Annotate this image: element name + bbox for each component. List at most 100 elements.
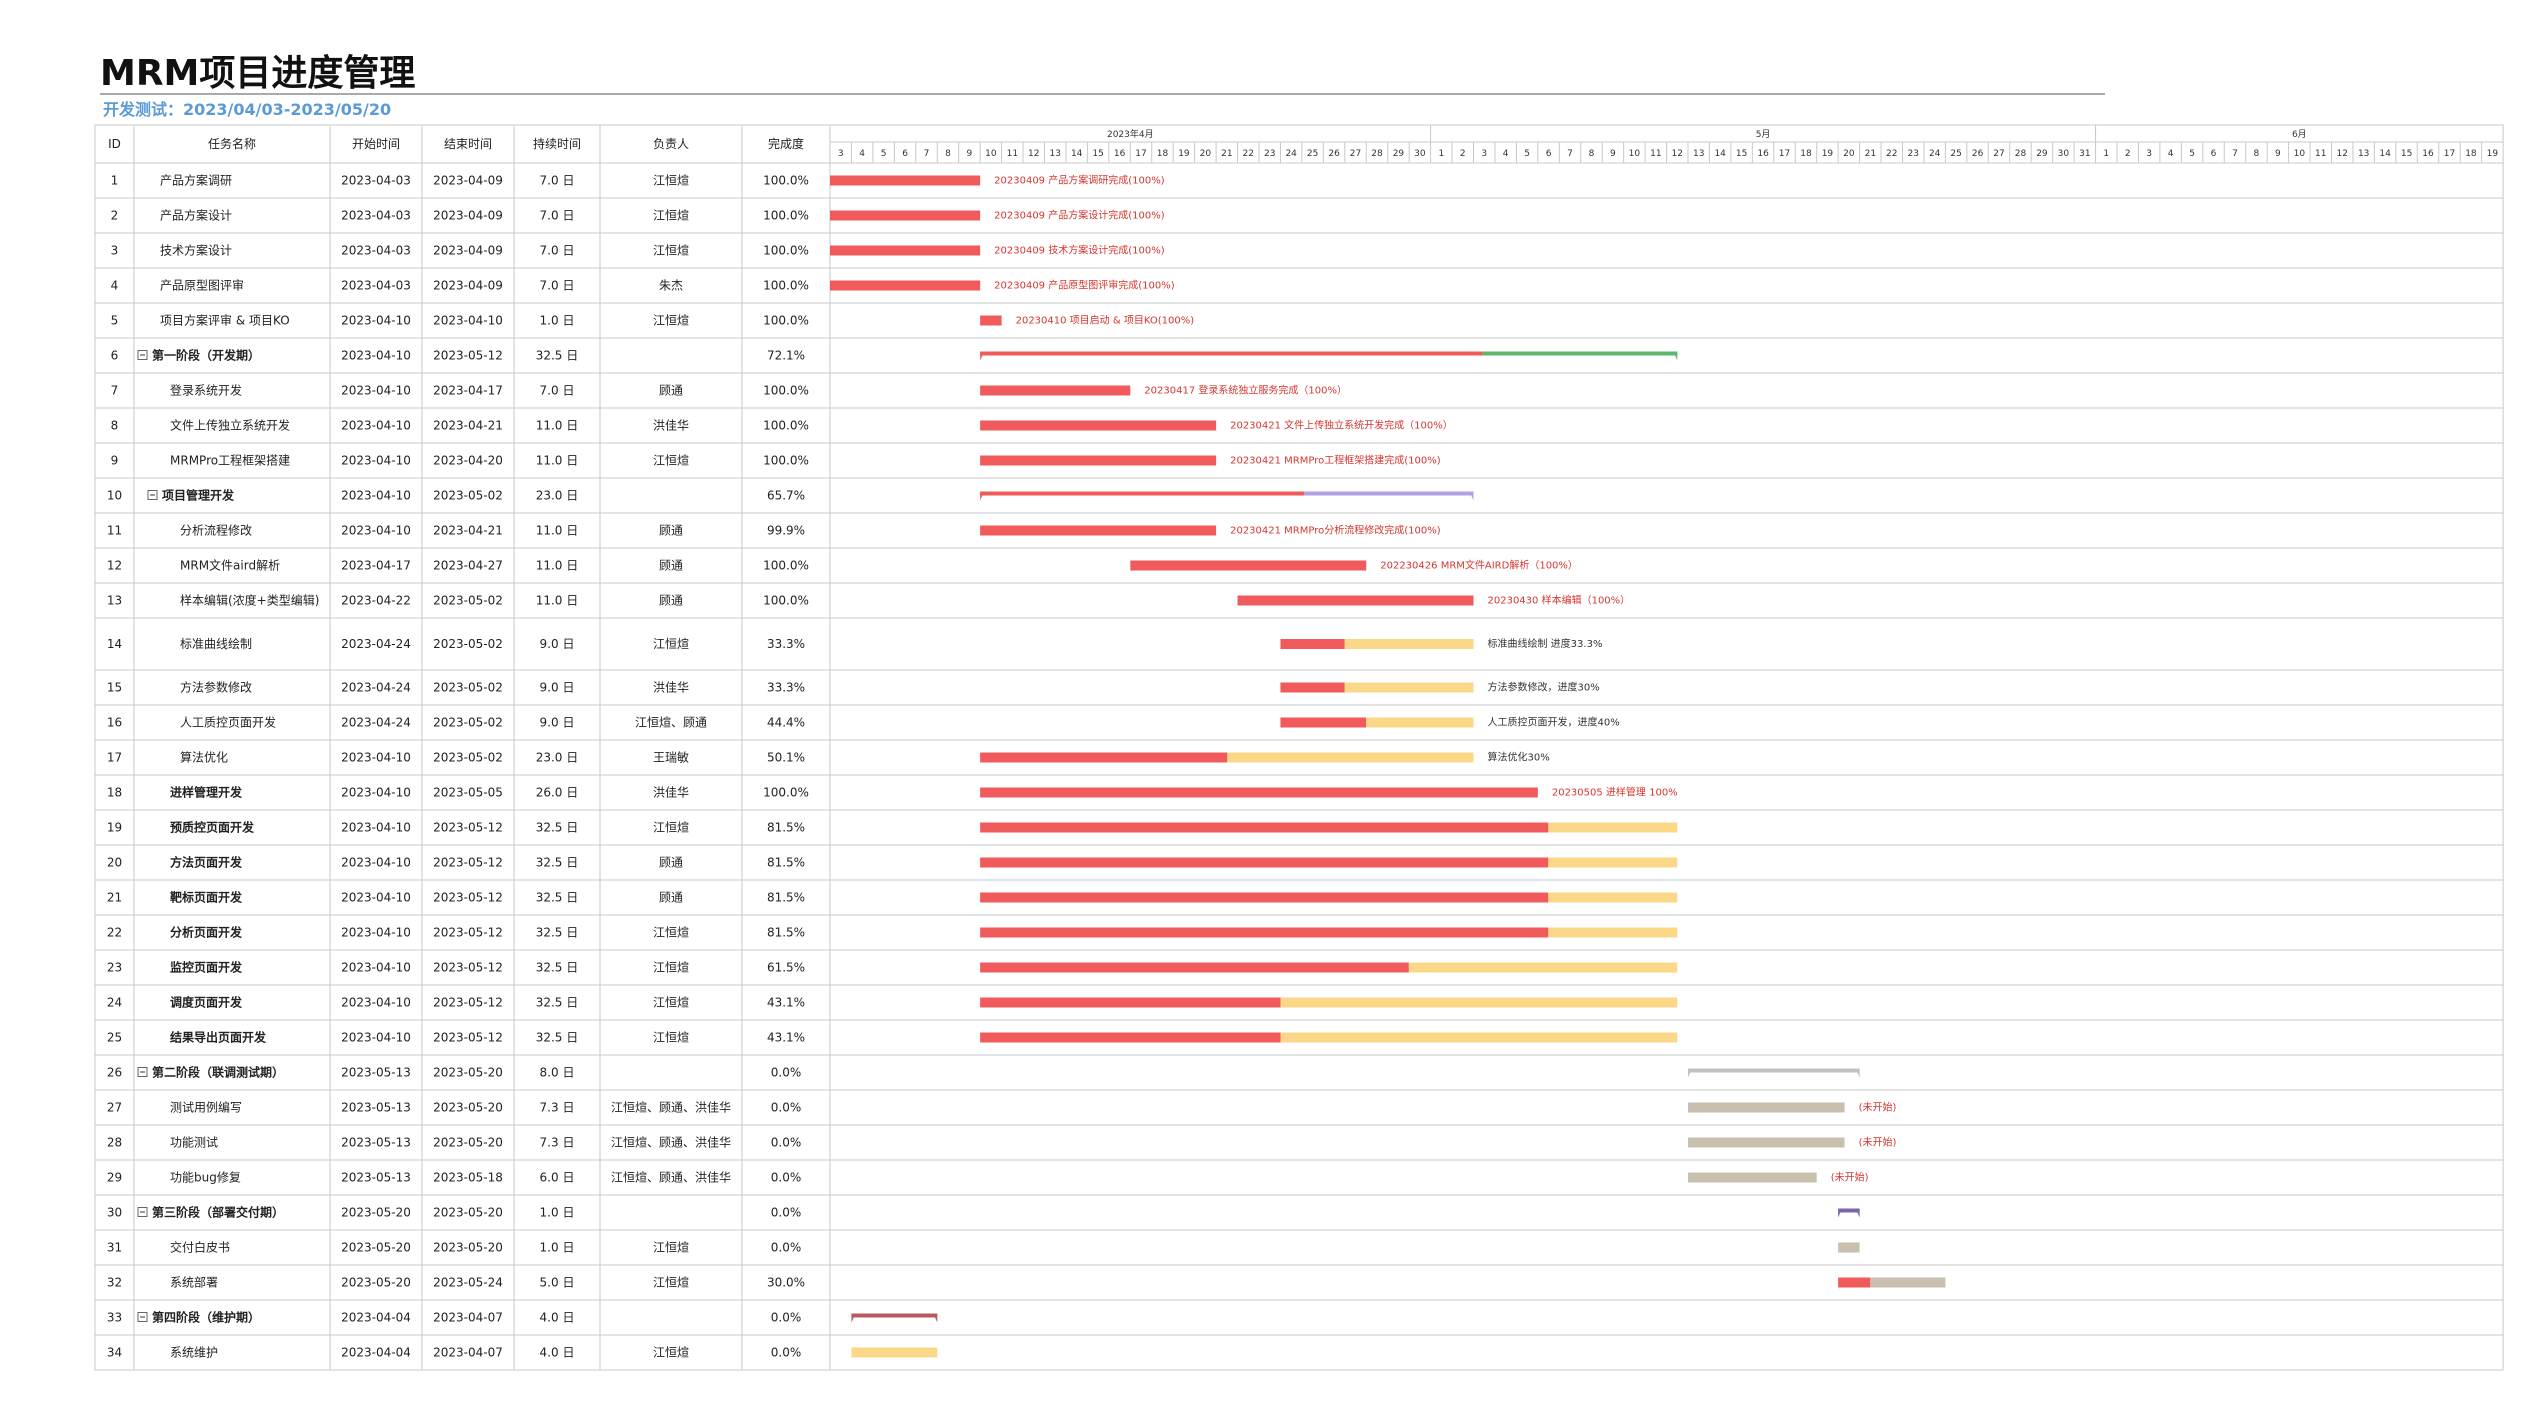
table-row[interactable]: 5 项目方案评审 & 项目KO 2023-04-10 2023-04-10 1.0 日 江…: [111, 313, 809, 328]
cell-id: 26: [107, 1066, 122, 1080]
collapse-toggle-icon[interactable]: [137, 1067, 148, 1077]
table-row[interactable]: 12 MRM文件aird解析 2023-04-17 2023-04-27 11.0 日 顾…: [107, 558, 809, 573]
table-row[interactable]: 27 测试用例编写 2023-05-13 2023-05-20 7.3 日 江恒煊、顾通、…: [107, 1100, 801, 1115]
gantt-bar[interactable]: [1838, 1208, 1860, 1218]
table-row[interactable]: 2 产品方案设计 2023-04-03 2023-04-09 7.0 日 江恒煊 100.0…: [111, 208, 809, 223]
gantt-bar[interactable]: [1838, 1242, 1860, 1253]
gantt-bar[interactable]: (未开始): [1688, 1136, 1896, 1149]
table-row[interactable]: 6 第一阶段（开发期） 2023-04-10 2023-05-12 32.5 日 72.1…: [111, 348, 805, 363]
gantt-bar[interactable]: [980, 857, 1678, 868]
page-subtitle: 开发测试：2023/04/03-2023/05/20: [103, 100, 392, 119]
table-row[interactable]: 4 产品原型图评审 2023-04-03 2023-04-09 7.0 日 朱杰 100.0…: [111, 278, 809, 293]
gantt-bar[interactable]: 20230505 进样管理 100%: [980, 786, 1678, 799]
day-label: 9: [1610, 149, 1616, 159]
table-row[interactable]: 30 第三阶段（部署交付期） 2023-05-20 2023-05-20 1.0 日 0.…: [107, 1205, 801, 1220]
gantt-bar[interactable]: [980, 892, 1678, 903]
gantt-bar[interactable]: [980, 1032, 1678, 1043]
gantt-bar[interactable]: [851, 1347, 938, 1358]
cell-start: 2023-04-10: [341, 1031, 411, 1045]
gantt-bar[interactable]: 20230417 登录系统独立服务完成（100%）: [980, 384, 1347, 397]
summary-end-cap: [933, 1313, 938, 1323]
gantt-bar[interactable]: [851, 1313, 938, 1323]
table-row[interactable]: 16 人工质控页面开发 2023-04-24 2023-05-02 9.0 日 江恒煊、顾…: [107, 715, 805, 730]
gantt-bar[interactable]: 人工质控页面开发，进度40%: [1280, 716, 1620, 729]
cell-duration: 32.5 日: [536, 926, 579, 940]
table-row[interactable]: 31 交付白皮书 2023-05-20 2023-05-20 1.0 日 江恒煊 0.0%: [107, 1240, 801, 1255]
cell-owner: 江恒煊: [653, 925, 689, 940]
day-label: 24: [1285, 149, 1297, 159]
gantt-bar[interactable]: 20230409 产品原型图评审完成(100%): [830, 279, 1175, 292]
gantt-bar[interactable]: 方法参数修改，进度30%: [1280, 681, 1600, 694]
cell-duration: 11.0 日: [536, 559, 579, 573]
table-row[interactable]: 3 技术方案设计 2023-04-03 2023-04-09 7.0 日 江恒煊 100.0…: [111, 243, 809, 258]
table-row[interactable]: 25 结果导出页面开发 2023-04-10 2023-05-12 32.5 日 江恒煊 4…: [107, 1030, 805, 1045]
table-row[interactable]: 33 第四阶段（维护期） 2023-04-04 2023-04-07 4.0 日 0.0%: [107, 1310, 801, 1325]
table-row[interactable]: 21 靶标页面开发 2023-04-10 2023-05-12 32.5 日 顾通 81.5…: [107, 890, 805, 905]
gantt-bar[interactable]: (未开始): [1688, 1101, 1896, 1114]
gantt-bar[interactable]: 标准曲线绘制 进度33.3%: [1280, 637, 1602, 650]
day-label: 18: [2465, 149, 2477, 159]
gantt-bar[interactable]: [980, 491, 1474, 501]
table-row[interactable]: 29 功能bug修复 2023-05-13 2023-05-18 6.0 日 江恒煊、顾通…: [107, 1170, 801, 1185]
cell-start: 2023-04-10: [341, 786, 411, 800]
cell-completion: 100.0%: [763, 279, 809, 293]
gantt-bar[interactable]: 算法优化30%: [980, 751, 1550, 764]
table-row[interactable]: 20 方法页面开发 2023-04-10 2023-05-12 32.5 日 顾通 81.5…: [107, 855, 805, 870]
gantt-bar[interactable]: [980, 822, 1678, 833]
table-row[interactable]: 1 产品方案调研 2023-04-03 2023-04-09 7.0 日 江恒煊 100.0…: [111, 173, 809, 188]
bar-label: (未开始): [1859, 1136, 1897, 1149]
collapse-toggle-icon[interactable]: [137, 350, 148, 360]
gantt-bar[interactable]: 202230426 MRM文件AIRD解析（100%）: [1130, 559, 1578, 572]
gantt-bar[interactable]: 20230421 MRMPro工程框架搭建完成(100%): [980, 454, 1441, 467]
table-row[interactable]: 8 文件上传独立系统开发 2023-04-10 2023-04-21 11.0 日 洪佳华…: [111, 418, 809, 433]
cell-end: 2023-04-10: [433, 314, 503, 328]
gantt-bar[interactable]: 20230409 技术方案设计完成(100%): [830, 244, 1165, 257]
table-row[interactable]: 18 进样管理开发 2023-04-10 2023-05-05 26.0 日 洪佳华 100…: [107, 785, 809, 800]
table-row[interactable]: 11 分析流程修改 2023-04-10 2023-04-21 11.0 日 顾通 99.9…: [107, 523, 805, 538]
gantt-bar[interactable]: [1688, 1068, 1860, 1078]
collapse-toggle-icon[interactable]: [147, 490, 158, 500]
day-label: 11: [1650, 149, 1661, 159]
gantt-bar[interactable]: [1838, 1277, 1946, 1288]
gantt-bar[interactable]: 20230421 文件上传独立系统开发完成（100%）: [980, 419, 1453, 432]
gantt-bar[interactable]: (未开始): [1688, 1171, 1869, 1184]
table-row[interactable]: 34 系统维护 2023-04-04 2023-04-07 4.0 日 江恒煊 0.0%: [107, 1345, 801, 1360]
cell-owner: 江恒煊、顾通、洪佳华: [611, 1135, 731, 1150]
gantt-bar[interactable]: 20230409 产品方案调研完成(100%): [830, 174, 1165, 187]
gantt-bar[interactable]: [980, 927, 1678, 938]
table-row[interactable]: 22 分析页面开发 2023-04-10 2023-05-12 32.5 日 江恒煊 81.…: [107, 925, 805, 940]
table-row[interactable]: 17 算法优化 2023-04-10 2023-05-02 23.0 日 王瑞敏 50.1%: [107, 750, 805, 765]
cell-owner: 江恒煊: [653, 313, 689, 328]
gantt-bar[interactable]: 20230409 产品方案设计完成(100%): [830, 209, 1165, 222]
gantt-bar[interactable]: [980, 351, 1678, 361]
gantt-bar[interactable]: [980, 962, 1678, 973]
table-row[interactable]: 26 第二阶段（联调测试期） 2023-05-13 2023-05-20 8.0 日 0.…: [107, 1065, 801, 1080]
collapse-toggle-icon[interactable]: [137, 1207, 148, 1217]
cell-task-name: 监控页面开发: [170, 960, 243, 975]
table-row[interactable]: 19 预质控页面开发 2023-04-10 2023-05-12 32.5 日 江恒煊 81…: [107, 820, 805, 835]
table-row[interactable]: 7 登录系统开发 2023-04-10 2023-04-17 7.0 日 顾通 100.0%: [111, 383, 809, 398]
gantt-bar[interactable]: 20230430 样本编辑（100%）: [1237, 594, 1631, 607]
cell-start: 2023-04-10: [341, 821, 411, 835]
page-title: MRM项目进度管理: [100, 53, 416, 94]
gantt-bar[interactable]: 20230421 MRMPro分析流程修改完成(100%): [980, 524, 1441, 537]
table-row[interactable]: 23 监控页面开发 2023-04-10 2023-05-12 32.5 日 江恒煊 61.…: [107, 960, 805, 975]
table-row[interactable]: 28 功能测试 2023-05-13 2023-05-20 7.3 日 江恒煊、顾通、洪佳…: [107, 1135, 801, 1150]
table-row[interactable]: 13 样本编辑(浓度+类型编辑) 2023-04-22 2023-05-02 11.0 …: [107, 593, 809, 608]
table-row[interactable]: 15 方法参数修改 2023-04-24 2023-05-02 9.0 日 洪佳华 33.3…: [107, 680, 805, 695]
table-row[interactable]: 10 项目管理开发 2023-04-10 2023-05-02 23.0 日 65.7%: [107, 488, 805, 503]
cell-task-name: 进样管理开发: [170, 785, 243, 800]
table-row[interactable]: 14 标准曲线绘制 2023-04-24 2023-05-02 9.0 日 江恒煊 33.3…: [107, 636, 805, 651]
table-row[interactable]: 32 系统部署 2023-05-20 2023-05-24 5.0 日 江恒煊 30.0%: [107, 1275, 805, 1290]
day-label: 19: [1178, 149, 1190, 159]
cell-start: 2023-05-13: [341, 1136, 411, 1150]
cell-completion: 100.0%: [763, 384, 809, 398]
gantt-bar[interactable]: [980, 997, 1678, 1008]
task-bar-remaining: [1870, 1277, 1946, 1288]
cell-owner: 江恒煊: [653, 453, 689, 468]
collapse-toggle-icon[interactable]: [137, 1312, 148, 1322]
table-row[interactable]: 24 调度页面开发 2023-04-10 2023-05-12 32.5 日 江恒煊 43.…: [107, 995, 805, 1010]
gantt-bar[interactable]: 20230410 项目启动 & 项目KO(100%): [980, 314, 1194, 327]
table-row[interactable]: 9 MRMPro工程框架搭建 2023-04-10 2023-04-20 11.0 日 江…: [111, 453, 809, 468]
task-bar-done: [980, 315, 1002, 326]
